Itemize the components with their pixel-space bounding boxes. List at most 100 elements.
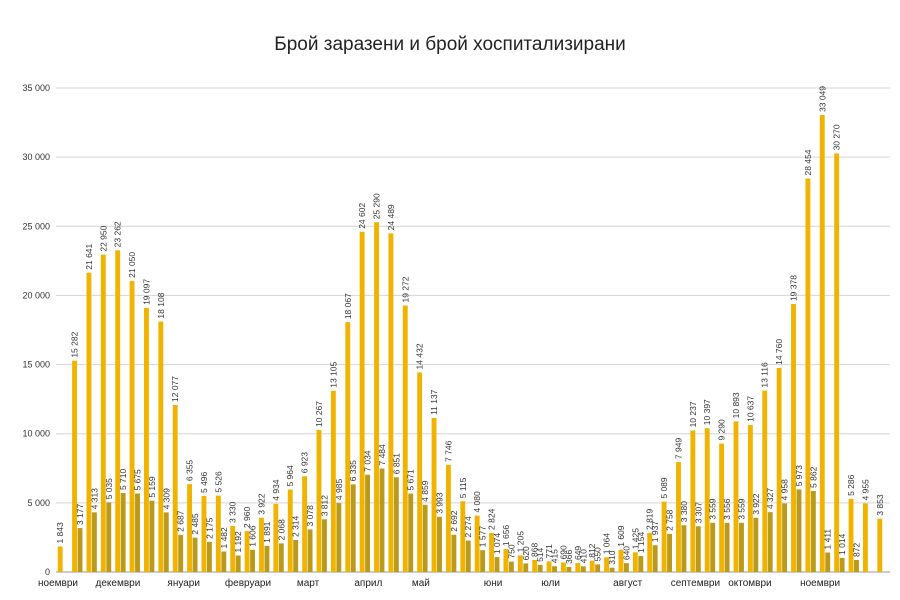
data-label: 3 922 bbox=[751, 493, 761, 515]
data-label: 33 049 bbox=[817, 86, 827, 112]
bar-infected bbox=[561, 562, 566, 572]
bar-hospitalized bbox=[782, 503, 788, 572]
data-label: 1 656 bbox=[501, 525, 511, 547]
data-label: 10 237 bbox=[688, 401, 698, 427]
y-tick-label: 0 bbox=[45, 567, 50, 577]
bar-infected bbox=[316, 430, 322, 572]
x-month-label: февруари bbox=[225, 577, 271, 589]
bar-infected bbox=[460, 501, 466, 572]
bar-infected bbox=[259, 517, 264, 572]
data-label: 3 559 bbox=[708, 498, 718, 520]
x-month-label: юли bbox=[541, 578, 560, 589]
x-month-label: октомври bbox=[728, 578, 771, 589]
bar-infected bbox=[201, 495, 207, 572]
bar-hospitalized bbox=[91, 512, 97, 572]
data-label: 2 687 bbox=[176, 510, 186, 532]
bar-infected bbox=[374, 222, 379, 572]
data-label: 640 bbox=[621, 546, 631, 560]
bar-hospitalized bbox=[293, 540, 299, 572]
bar-infected bbox=[776, 367, 782, 572]
data-label: 3 993 bbox=[434, 492, 444, 514]
data-label: 1 205 bbox=[515, 531, 525, 553]
data-label: 1 937 bbox=[650, 521, 660, 543]
bar-infected bbox=[302, 476, 308, 572]
data-label: 690 bbox=[558, 545, 568, 559]
data-label: 3 556 bbox=[722, 498, 732, 520]
data-label: 3 330 bbox=[228, 501, 238, 523]
data-label: 1 411 bbox=[823, 529, 833, 550]
data-label: 18 108 bbox=[156, 292, 166, 318]
bar-hospitalized bbox=[336, 503, 342, 572]
data-label: 19 097 bbox=[141, 279, 151, 305]
bar-infected bbox=[676, 462, 681, 572]
bar-infected bbox=[345, 322, 351, 572]
bar-hospitalized bbox=[667, 533, 673, 572]
bar-hospitalized bbox=[710, 522, 716, 572]
bar-infected bbox=[575, 563, 581, 572]
bar-hospitalized bbox=[437, 516, 442, 572]
data-label: 13 105 bbox=[328, 362, 338, 388]
data-label: 415 bbox=[550, 549, 560, 563]
data-label: 4 955 bbox=[860, 479, 870, 501]
bar-infected bbox=[172, 404, 178, 572]
data-label: 12 077 bbox=[170, 376, 180, 402]
bar-hospitalized bbox=[250, 549, 256, 572]
bar-infected bbox=[100, 254, 106, 573]
data-label: 9 290 bbox=[717, 419, 727, 441]
data-label: 4 985 bbox=[334, 479, 344, 501]
data-label: 5 862 bbox=[808, 466, 818, 488]
y-axis-ticks: 0 5 000 10 000 15 000 20 000 25 000 30 000 35 0… bbox=[22, 83, 50, 577]
bar-infected bbox=[431, 417, 437, 572]
data-label: 10 893 bbox=[731, 392, 741, 418]
data-label: 3 307 bbox=[693, 502, 703, 524]
bar-infected bbox=[733, 421, 739, 572]
bar-hospitalized bbox=[652, 545, 658, 572]
bar-hospitalized bbox=[796, 489, 802, 572]
data-label: 410 bbox=[578, 549, 588, 563]
bar-infected bbox=[158, 321, 164, 572]
bar-hospitalized bbox=[638, 556, 644, 572]
bar-hospitalized bbox=[523, 563, 529, 572]
bars bbox=[57, 114, 883, 573]
bar-infected bbox=[115, 250, 121, 573]
bar-hospitalized bbox=[465, 540, 471, 572]
bar-hospitalized bbox=[393, 477, 399, 572]
bar-infected bbox=[862, 503, 868, 572]
data-label: 2 175 bbox=[204, 517, 214, 539]
data-label: 1 891 bbox=[262, 521, 272, 543]
bar-infected bbox=[489, 532, 494, 572]
data-label: 1 154 bbox=[636, 531, 646, 553]
data-label: 5 526 bbox=[213, 471, 223, 493]
bar-infected bbox=[819, 114, 825, 572]
x-month-label: май bbox=[412, 578, 430, 589]
data-label: 11 137 bbox=[429, 389, 439, 415]
data-label: 7 034 bbox=[363, 450, 373, 472]
bar-hospitalized bbox=[580, 566, 586, 572]
data-label: 7 949 bbox=[673, 438, 683, 460]
data-label: 19 378 bbox=[789, 275, 799, 301]
bar-infected bbox=[330, 390, 336, 572]
data-label: 1 074 bbox=[492, 533, 502, 555]
data-label: 19 272 bbox=[400, 276, 410, 302]
bar-hospitalized bbox=[77, 528, 83, 572]
data-labels: 1 843 15 282 21 641 22 950 23 262 21 050 19 09… bbox=[55, 86, 885, 565]
data-label: 18 067 bbox=[343, 293, 353, 319]
data-label: 868 bbox=[530, 543, 540, 557]
data-label: 25 290 bbox=[372, 193, 382, 219]
bar-infected bbox=[230, 525, 236, 572]
data-label: 2 824 bbox=[487, 508, 497, 530]
bar-infected bbox=[719, 443, 725, 572]
bar-hospitalized bbox=[767, 512, 773, 572]
y-tick-label: 20 000 bbox=[22, 290, 50, 300]
data-label: 28 454 bbox=[803, 149, 813, 175]
bar-hospitalized bbox=[135, 493, 140, 572]
x-month-label: януари bbox=[167, 578, 200, 589]
data-label: 6 335 bbox=[348, 460, 358, 482]
data-label: 5 286 bbox=[846, 474, 856, 496]
data-label: 2 314 bbox=[291, 515, 301, 537]
data-label: 2 960 bbox=[242, 507, 252, 529]
data-label: 6 923 bbox=[300, 452, 310, 474]
x-month-label: март bbox=[297, 578, 320, 589]
data-label: 2 068 bbox=[276, 519, 286, 541]
data-label: 5 671 bbox=[406, 469, 416, 491]
